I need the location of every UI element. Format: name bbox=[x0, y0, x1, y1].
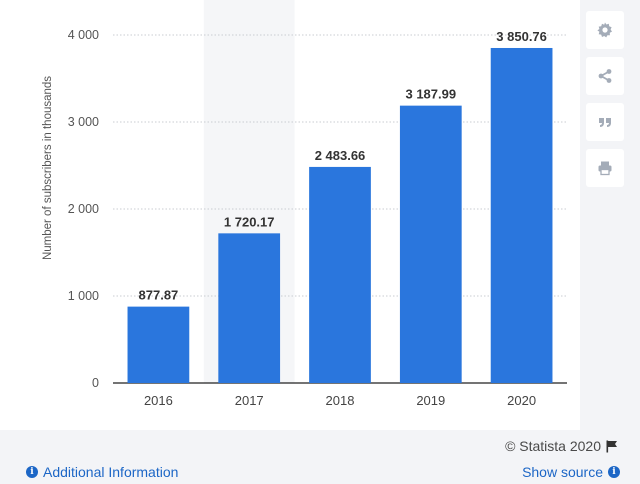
y-tick-label: 2 000 bbox=[68, 202, 99, 216]
x-tick-label: 2016 bbox=[144, 393, 173, 408]
additional-information-link[interactable]: i Additional Information bbox=[26, 464, 178, 480]
x-tick-label: 2017 bbox=[235, 393, 264, 408]
print-button[interactable] bbox=[586, 149, 624, 187]
bar-value-label: 1 720.17 bbox=[224, 214, 275, 229]
flag-icon[interactable] bbox=[606, 440, 618, 453]
y-axis-label: Number of subscribers in thousands bbox=[42, 76, 54, 260]
bar-chart: 0 1 000 2 000 3 000 4 000 877.87 1 720.17 2 48… bbox=[42, 28, 567, 408]
show-source-label: Show source bbox=[522, 464, 603, 480]
gear-icon bbox=[597, 22, 612, 38]
share-button[interactable] bbox=[586, 57, 624, 95]
y-tick-label: 1 000 bbox=[68, 289, 99, 303]
bar-value-label: 3 850.76 bbox=[496, 29, 547, 44]
print-icon bbox=[598, 161, 612, 176]
additional-information-label: Additional Information bbox=[43, 464, 179, 480]
bar-value-label: 877.87 bbox=[139, 288, 179, 303]
show-source-link[interactable]: Show source i bbox=[522, 464, 620, 480]
bar-value-label: 2 483.66 bbox=[315, 148, 366, 163]
share-icon bbox=[598, 69, 612, 83]
cite-button[interactable] bbox=[586, 103, 624, 141]
bar[interactable] bbox=[399, 105, 462, 383]
x-tick-label: 2019 bbox=[416, 393, 445, 408]
bar[interactable] bbox=[127, 306, 190, 383]
info-icon: i bbox=[608, 466, 620, 478]
x-tick-label: 2018 bbox=[326, 393, 355, 408]
x-tick-label: 2020 bbox=[507, 393, 536, 408]
chart-panel: 0 1 000 2 000 3 000 4 000 877.87 1 720.17 2 48… bbox=[0, 0, 580, 430]
settings-button[interactable] bbox=[586, 11, 624, 49]
info-icon: i bbox=[26, 466, 38, 478]
bar-value-label: 3 187.99 bbox=[405, 87, 456, 102]
y-tick-label: 0 bbox=[92, 376, 99, 390]
bar[interactable] bbox=[218, 233, 281, 383]
bar[interactable] bbox=[490, 47, 553, 383]
y-tick-label: 3 000 bbox=[68, 115, 99, 129]
y-tick-label: 4 000 bbox=[68, 28, 99, 42]
quote-icon bbox=[599, 118, 611, 127]
bar[interactable] bbox=[309, 166, 371, 383]
copyright: © Statista 2020 bbox=[505, 438, 618, 454]
copyright-text: © Statista 2020 bbox=[505, 438, 601, 454]
